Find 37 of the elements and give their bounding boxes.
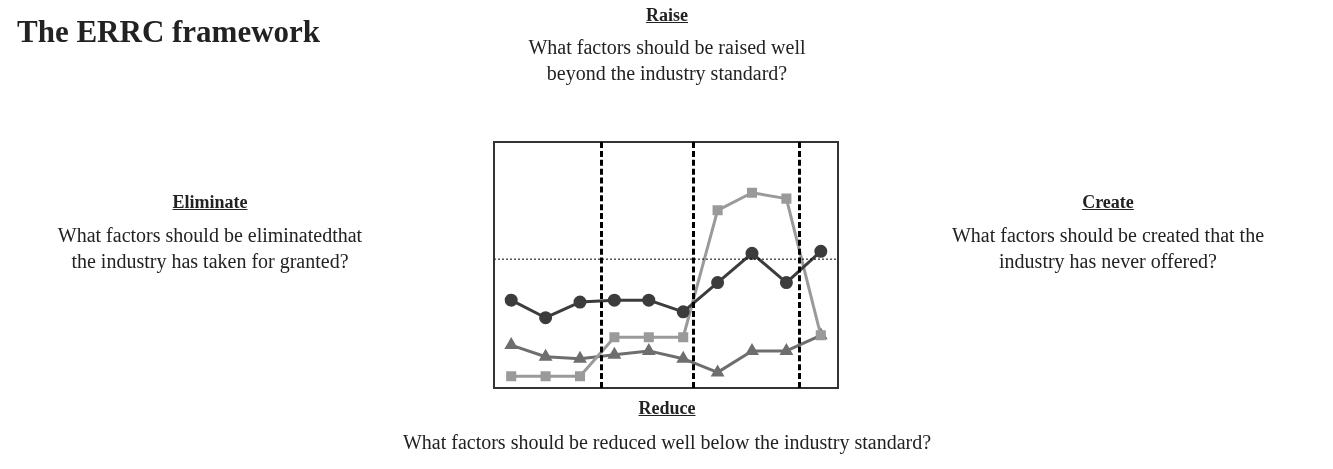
- text: Create: [1081, 192, 1135, 213]
- point: [539, 350, 552, 361]
- point: [607, 293, 621, 307]
- point: [504, 293, 518, 307]
- text: What factors should be reduced well below the industry standard?: [401, 430, 933, 455]
- text: Reduce: [637, 398, 697, 419]
- point: [642, 344, 655, 355]
- point: [678, 332, 689, 343]
- point: [642, 293, 656, 307]
- point: [745, 246, 759, 260]
- point: [506, 371, 517, 382]
- point: [574, 371, 586, 382]
- point: [746, 187, 758, 198]
- text: The ERRC framework: [17, 14, 321, 50]
- point: [781, 193, 792, 204]
- point: [711, 276, 725, 290]
- text: What factors should be eliminatedthat the industry has taken for granted?: [56, 223, 364, 274]
- point: [779, 276, 793, 290]
- point: [539, 311, 553, 325]
- text: What factors should be raised well beyond the industry standard?: [527, 35, 807, 86]
- point: [505, 338, 518, 350]
- point: [712, 205, 723, 216]
- text: What factors should be created that the industry has never offered?: [950, 223, 1266, 274]
- point: [573, 295, 587, 309]
- point: [711, 365, 724, 377]
- point: [676, 305, 690, 319]
- point: [814, 244, 828, 258]
- point: [643, 332, 654, 343]
- point: [780, 344, 793, 355]
- point: [677, 352, 690, 363]
- text: Eliminate: [171, 192, 249, 213]
- point: [609, 332, 620, 343]
- point: [608, 348, 621, 359]
- point: [746, 344, 758, 355]
- text: Raise: [645, 5, 689, 26]
- point: [540, 371, 551, 382]
- point: [574, 352, 586, 363]
